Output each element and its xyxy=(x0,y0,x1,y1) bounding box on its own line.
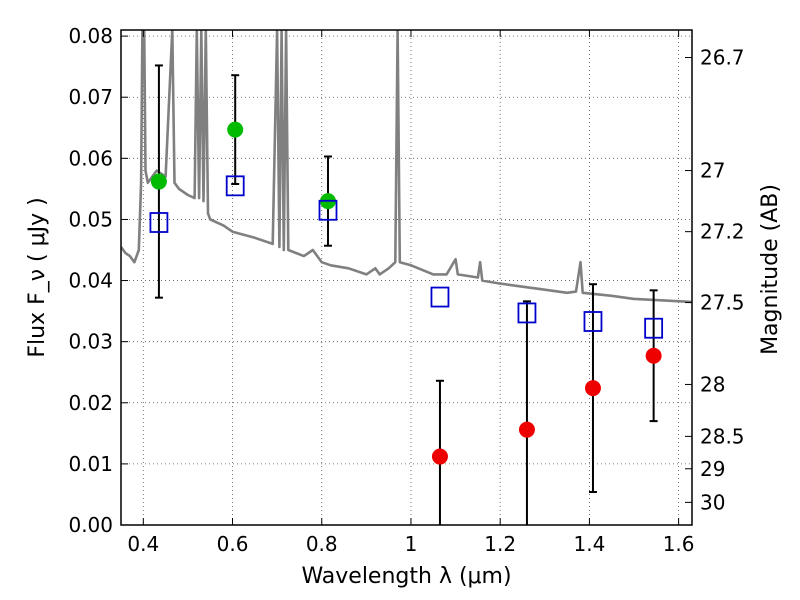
x-tick-label: 0.4 xyxy=(127,532,159,556)
grid-lines xyxy=(121,30,692,526)
data-point-square xyxy=(318,199,338,221)
x-axis-label: Wavelength λ (μm) xyxy=(301,564,511,589)
data-markers xyxy=(149,121,664,465)
data-point-circle xyxy=(150,173,167,190)
data-point-circle xyxy=(645,347,662,364)
right-tick-label: 28 xyxy=(700,372,725,396)
right-tick-label: 27 xyxy=(700,159,725,183)
spectrum-group xyxy=(121,30,692,304)
y-tick-label: 0.01 xyxy=(68,452,113,476)
error-bars xyxy=(154,64,658,525)
data-point-square xyxy=(225,175,245,197)
data-point-circle xyxy=(584,380,601,397)
y-tick-label: 0.02 xyxy=(68,391,113,415)
y-tick-label: 0.06 xyxy=(68,146,113,170)
data-point-circle xyxy=(227,121,244,138)
right-tick-label: 29 xyxy=(700,457,725,481)
right-tick-label: 27.2 xyxy=(700,220,745,244)
data-point-square xyxy=(644,317,664,339)
y-axis-label: Flux F_ν ( μJy ) xyxy=(25,197,50,357)
y-tick-label: 0.00 xyxy=(68,513,113,537)
right-tick-label: 26.7 xyxy=(700,46,745,70)
data-point-square xyxy=(149,212,169,233)
data-point-square xyxy=(517,302,537,324)
data-point-circle xyxy=(431,448,448,465)
x-tick-label: 1.4 xyxy=(573,532,605,556)
spectrum-line xyxy=(121,30,692,304)
data-point-square xyxy=(583,311,603,332)
y-tick-label: 0.08 xyxy=(68,24,113,48)
y-tick-label: 0.05 xyxy=(68,207,113,231)
plot-frame xyxy=(120,29,693,526)
y-tick-label: 0.03 xyxy=(68,330,113,354)
data-point-square xyxy=(430,286,450,308)
y-tick-label: 0.04 xyxy=(68,269,113,293)
right-tick-label: 27.5 xyxy=(700,291,745,315)
right-tick-label: 30 xyxy=(700,490,725,514)
x-tick-label: 0.6 xyxy=(217,532,249,556)
right-axis-label: Magnitude (AB) xyxy=(758,184,783,355)
x-tick-label: 1.6 xyxy=(663,532,695,556)
x-tick-label: 1.2 xyxy=(484,532,516,556)
right-tick-label: 28.5 xyxy=(700,424,745,448)
data-point-circle xyxy=(518,421,535,438)
axis-ticks: 0.4 0.6 0.8 1 1.2 1.4 1.6 0.00 0.01 0.02 0.03 0.04 0… xyxy=(68,24,744,556)
x-tick-label: 1 xyxy=(405,532,418,556)
y-tick-label: 0.07 xyxy=(68,85,113,109)
x-tick-label: 0.8 xyxy=(306,532,338,556)
